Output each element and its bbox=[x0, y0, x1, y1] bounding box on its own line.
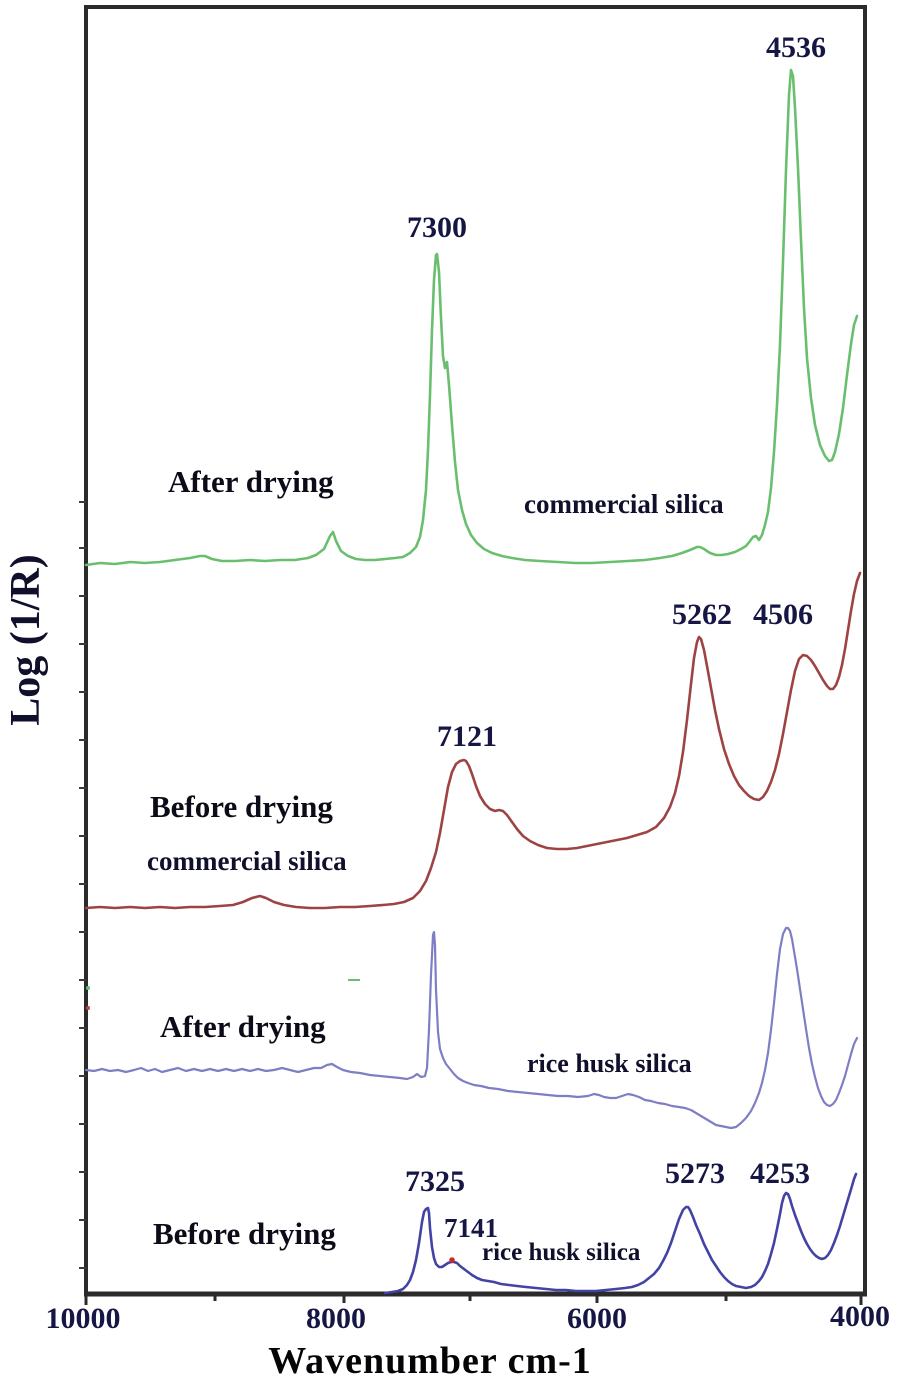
green-artifact-dot bbox=[86, 986, 90, 990]
peak-label-5273: 5273 bbox=[665, 1157, 725, 1190]
peak-label-4506: 4506 bbox=[753, 598, 813, 631]
x-tick-4000: 4000 bbox=[830, 1300, 890, 1333]
peak-label-7325: 7325 bbox=[405, 1165, 465, 1198]
sublabel-commercial-silica-mid: commercial silica bbox=[147, 846, 347, 876]
label-after-drying-rice-husk: After drying bbox=[160, 1009, 326, 1044]
x-axis-title: Wavenumber cm-1 bbox=[268, 1340, 592, 1382]
peak-7141-marker-dot bbox=[449, 1257, 455, 1263]
label-before-drying-rice-husk: Before drying bbox=[153, 1216, 336, 1251]
label-after-drying-commercial: After drying bbox=[168, 464, 334, 499]
peak-label-7141: 7141 bbox=[444, 1213, 498, 1243]
y-axis-ticks bbox=[79, 501, 86, 1269]
x-tick-8000: 8000 bbox=[306, 1302, 366, 1335]
label-before-drying-commercial: Before drying bbox=[150, 789, 333, 824]
peak-label-4253: 4253 bbox=[750, 1157, 810, 1190]
peak-label-7300: 7300 bbox=[407, 211, 467, 244]
curve-rice-husk-silica-after-drying bbox=[84, 926, 859, 1130]
curve-commercial-silica-before-drying bbox=[84, 571, 862, 910]
plot-border bbox=[84, 5, 867, 1296]
peak-label-7121: 7121 bbox=[437, 720, 497, 753]
peak-label-5262: 5262 bbox=[672, 598, 732, 631]
x-tick-10000: 10000 bbox=[45, 1302, 121, 1335]
x-axis-ticks bbox=[84, 1294, 863, 1305]
peak-label-4536: 4536 bbox=[766, 31, 826, 64]
sublabel-commercial-silica-top: commercial silica bbox=[524, 489, 724, 519]
y-axis-title: Log (1/R) bbox=[3, 554, 49, 726]
x-tick-6000: 6000 bbox=[567, 1302, 627, 1335]
sublabel-rice-husk-silica-bottom: rice husk silica bbox=[482, 1239, 641, 1266]
curve-rice-husk-silica-before-drying bbox=[383, 1172, 858, 1295]
red-artifact-dot bbox=[86, 1006, 90, 1010]
curve-commercial-silica-after-drying bbox=[84, 68, 859, 567]
sublabel-rice-husk-silica-mid: rice husk silica bbox=[527, 1049, 692, 1078]
